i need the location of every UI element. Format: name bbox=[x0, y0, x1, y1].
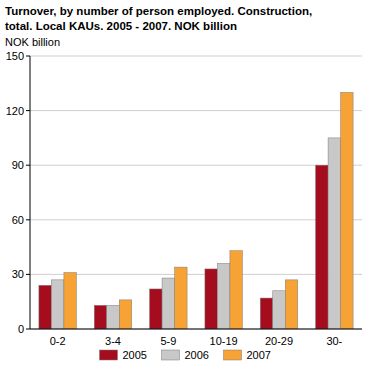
legend-label: 2005 bbox=[123, 349, 147, 361]
x-tick-label: 0-2 bbox=[50, 335, 66, 347]
bar bbox=[341, 92, 354, 329]
grid-line bbox=[30, 219, 362, 220]
bar bbox=[94, 305, 107, 329]
legend-label: 2007 bbox=[247, 349, 271, 361]
y-tick bbox=[26, 165, 30, 166]
bar bbox=[119, 300, 132, 329]
grid-line bbox=[30, 274, 362, 275]
y-tick bbox=[26, 56, 30, 57]
bar bbox=[230, 251, 243, 329]
bar bbox=[217, 263, 230, 329]
bar bbox=[273, 291, 286, 329]
bars bbox=[39, 92, 353, 329]
legend-swatch bbox=[162, 350, 180, 360]
bar bbox=[150, 289, 163, 329]
y-tick bbox=[26, 329, 30, 330]
grid-line bbox=[30, 56, 362, 57]
legend-swatch bbox=[224, 350, 242, 360]
bar bbox=[64, 273, 77, 329]
x-tick-label: 3-4 bbox=[105, 335, 121, 347]
title: total. Local KAUs. 2005 - 2007. NOK bill… bbox=[5, 20, 237, 32]
bar bbox=[285, 280, 298, 329]
bar bbox=[260, 298, 273, 329]
y-axis-label: NOK billion bbox=[5, 36, 60, 48]
x-tick-label: 30- bbox=[326, 335, 342, 347]
y-tick-label: 60 bbox=[12, 214, 24, 226]
y-tick-label: 120 bbox=[6, 105, 24, 117]
bar bbox=[328, 138, 341, 329]
x-tick-label: 20-29 bbox=[265, 335, 293, 347]
y-axis bbox=[30, 56, 31, 329]
bar bbox=[51, 280, 64, 329]
y-tick bbox=[26, 274, 30, 275]
title: Turnover, by number of person employed. … bbox=[5, 5, 312, 17]
x-tick-label: 5-9 bbox=[160, 335, 176, 347]
y-tick-label: 0 bbox=[18, 323, 24, 335]
grid-line bbox=[30, 165, 362, 166]
x-axis bbox=[30, 329, 362, 330]
chart: Turnover, by number of person employed. … bbox=[0, 0, 369, 369]
x-tick-label: 10-19 bbox=[210, 335, 238, 347]
bar bbox=[205, 269, 218, 329]
bar bbox=[107, 305, 120, 329]
bar bbox=[39, 285, 52, 329]
legend-label: 2006 bbox=[185, 349, 209, 361]
grid-line bbox=[30, 329, 362, 330]
bar bbox=[162, 278, 175, 329]
y-tick-label: 30 bbox=[12, 268, 24, 280]
y-tick bbox=[26, 219, 30, 220]
grid-line bbox=[30, 110, 362, 111]
bar bbox=[316, 165, 329, 329]
legend-swatch bbox=[100, 350, 118, 360]
bar bbox=[175, 267, 188, 329]
y-tick-label: 150 bbox=[6, 50, 24, 62]
y-tick bbox=[26, 110, 30, 111]
background bbox=[0, 0, 369, 369]
y-tick-label: 90 bbox=[12, 159, 24, 171]
